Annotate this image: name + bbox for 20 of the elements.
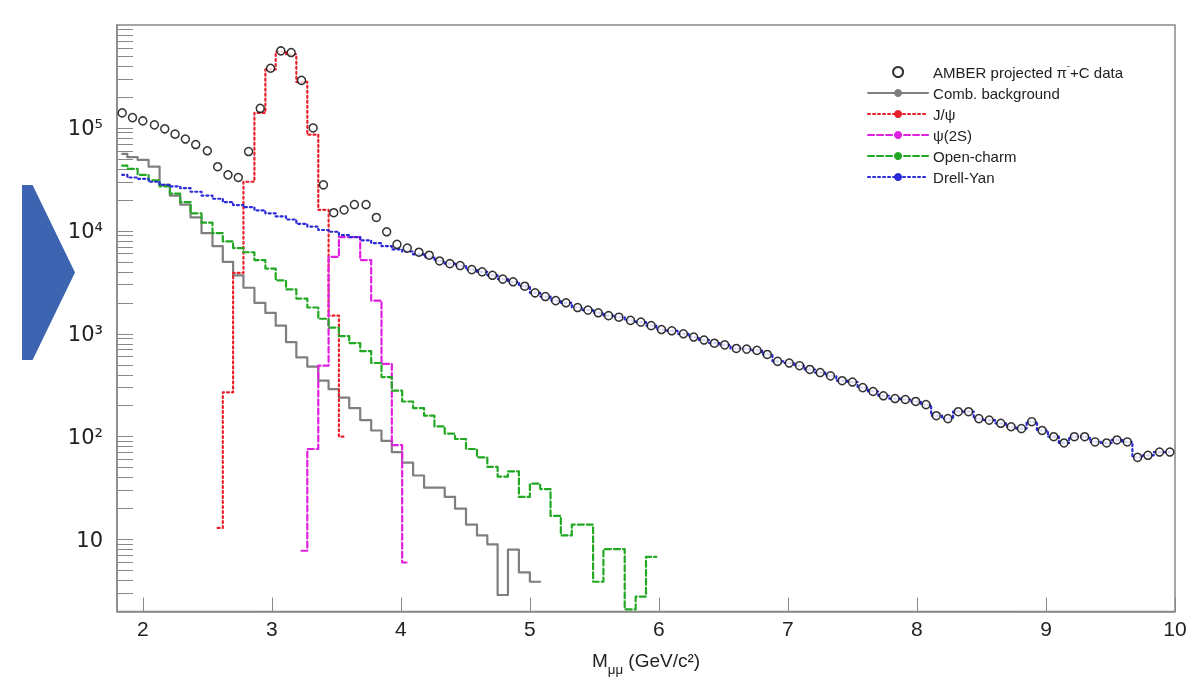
y-tick-label: 10 bbox=[76, 527, 103, 552]
x-tick-label: 6 bbox=[653, 616, 665, 640]
legend-label: Open-charm bbox=[933, 147, 1017, 165]
legend-label: AMBER projected π-+C data bbox=[933, 59, 1124, 81]
y-tick-label: 10⁴ bbox=[67, 218, 103, 243]
y-tick-label: 10³ bbox=[67, 321, 103, 346]
legend-label: ψ(2S) bbox=[933, 126, 973, 144]
legend-label: Drell-Yan bbox=[933, 168, 995, 186]
legend-label: J/ψ bbox=[933, 105, 956, 123]
x-tick-label: 8 bbox=[911, 616, 923, 640]
x-tick-label: 10 bbox=[1163, 616, 1187, 640]
legend-label: Comb. background bbox=[933, 84, 1060, 102]
x-tick-label: 5 bbox=[524, 616, 536, 640]
x-tick-label: 9 bbox=[1040, 616, 1052, 640]
x-tick-label: 4 bbox=[395, 616, 408, 640]
x-tick-label: 3 bbox=[265, 616, 278, 640]
y-tick-label: 10² bbox=[67, 424, 103, 449]
x-tick-label: 7 bbox=[782, 616, 794, 640]
x-tick-label: 2 bbox=[136, 616, 149, 640]
y-tick-label: 10⁵ bbox=[67, 115, 103, 140]
